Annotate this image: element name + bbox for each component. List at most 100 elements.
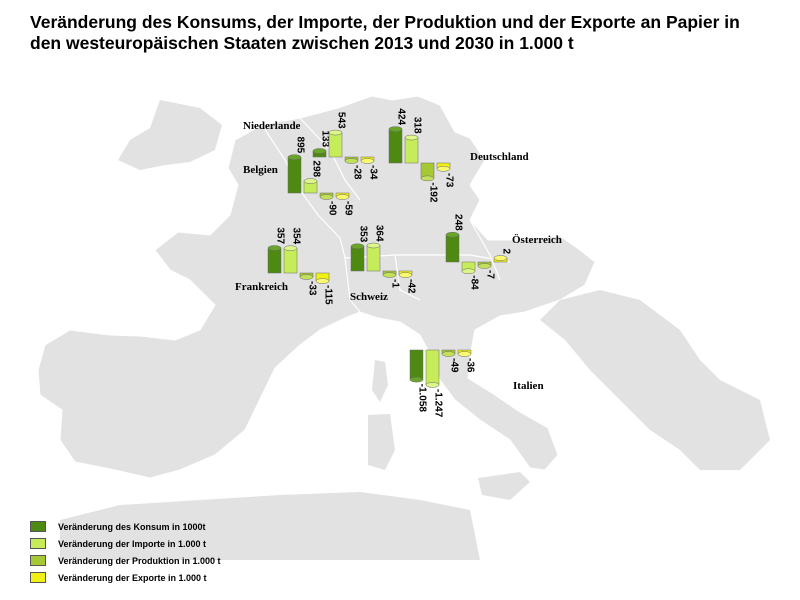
data-label-schweiz-production: -1 (390, 279, 401, 288)
bar-cap-österreich-consumption (445, 231, 460, 238)
country-label-belgien: Belgien (243, 164, 278, 176)
bar-italien-consumption (409, 349, 424, 380)
data-label-deutschland-production: -192 (428, 182, 439, 202)
data-label-österreich-consumption: 248 (453, 214, 464, 231)
bar-cap-frankreich-production (299, 274, 314, 280)
bar-cap-frankreich-exports (315, 278, 330, 284)
legend-label-production: Veränderung der Produktion in 1.000 t (58, 555, 221, 566)
bar-frankreich-imports (283, 247, 298, 274)
bar-cap-schweiz-exports (398, 272, 413, 278)
legend-swatch-imports (30, 538, 46, 549)
bar-cap-deutschland-consumption (388, 126, 403, 132)
data-label-schweiz-exports: -42 (406, 279, 417, 294)
bar-frankreich-consumption (267, 247, 282, 274)
legend: Veränderung des Konsum in 1000t Veränder… (30, 518, 221, 586)
country-borders (261, 117, 511, 313)
legend-item-consumption: Veränderung des Konsum in 1000t (30, 518, 221, 535)
bar-schweiz-consumption (350, 246, 365, 272)
bar-cap-italien-consumption (409, 376, 424, 383)
data-label-österreich-exports: 2 (501, 248, 512, 254)
bar-cap-niederlande-exports (360, 158, 375, 164)
corsica-land (372, 360, 388, 402)
bar-cap-belgien-production (319, 194, 334, 200)
bar-cap-schweiz-consumption (350, 243, 365, 250)
bar-cap-italien-exports (457, 351, 472, 357)
data-label-schweiz-consumption: 353 (358, 226, 369, 243)
bar-cap-italien-imports (425, 382, 440, 388)
data-label-italien-imports: -1.247 (433, 389, 444, 418)
country-label-frankreich: Frankreich (235, 281, 288, 293)
data-label-niederlande-production: -28 (352, 165, 363, 180)
data-label-frankreich-imports: 354 (291, 228, 302, 245)
sardinia-land (368, 414, 395, 470)
bar-cap-österreich-production (477, 263, 492, 269)
data-label-italien-production: -49 (449, 358, 460, 373)
data-label-frankreich-consumption: 357 (275, 227, 286, 244)
bar-group-niederlande: 133 543 -28 -34 Niederlande (243, 112, 379, 180)
legend-swatch-production (30, 555, 46, 566)
legend-label-consumption: Veränderung des Konsum in 1000t (58, 521, 206, 532)
data-label-niederlande-exports: -34 (368, 165, 379, 180)
country-label-österreich: Österreich (512, 233, 562, 246)
bar-schweiz-imports (366, 245, 381, 272)
data-label-niederlande-imports: 543 (336, 112, 347, 129)
bar-cap-schweiz-production (382, 272, 397, 278)
data-label-deutschland-consumption: 424 (396, 108, 407, 125)
bar-group-frankreich: 357 354 -33 -115 Frankreich (235, 227, 334, 305)
balkans-land (540, 290, 770, 470)
bar-groups: 133 543 -28 -34 Niederlande 895 298 -90 -59 Belgi… (235, 108, 562, 417)
data-label-österreich-production: -7 (485, 270, 496, 279)
bar-group-schweiz: 353 364 -1 -42 Schweiz (350, 225, 417, 303)
bar-österreich-consumption (445, 234, 460, 263)
country-label-deutschland: Deutschland (470, 151, 529, 163)
bar-cap-frankreich-imports (283, 245, 298, 251)
bar-belgien-consumption (287, 156, 302, 194)
north-africa-land (60, 492, 480, 560)
data-label-frankreich-production: -33 (307, 281, 318, 296)
bar-group-belgien: 895 298 -90 -59 Belgien (243, 137, 354, 216)
bar-deutschland-consumption (388, 128, 403, 164)
map-land (37, 95, 770, 560)
data-label-belgien-exports: -59 (343, 201, 354, 216)
legend-label-exports: Veränderung der Exporte in 1.000 t (58, 572, 207, 583)
bar-cap-österreich-exports (493, 255, 508, 261)
data-label-belgien-consumption: 895 (295, 137, 306, 154)
legend-swatch-consumption (30, 521, 46, 532)
legend-item-imports: Veränderung der Importe in 1.000 t (30, 535, 221, 552)
bar-niederlande-imports (328, 132, 343, 158)
bar-cap-schweiz-imports (366, 242, 381, 249)
bar-deutschland-imports (404, 137, 419, 164)
data-label-belgien-production: -90 (327, 201, 338, 216)
bar-cap-deutschland-exports (436, 166, 451, 172)
legend-swatch-exports (30, 572, 46, 583)
legend-item-production: Veränderung der Produktion in 1.000 t (30, 552, 221, 569)
bar-cap-österreich-imports (461, 268, 476, 274)
data-label-österreich-imports: -84 (469, 275, 480, 290)
bar-cap-belgien-exports (335, 194, 350, 200)
bar-italien-imports (425, 349, 440, 386)
country-label-niederlande: Niederlande (243, 120, 301, 132)
country-label-schweiz: Schweiz (350, 291, 388, 303)
chart-title: Veränderung des Konsums, der Importe, de… (30, 12, 740, 53)
bar-cap-italien-production (441, 351, 456, 357)
data-label-niederlande-consumption: 133 (320, 130, 331, 147)
bar-cap-niederlande-production (344, 158, 359, 164)
data-label-belgien-imports: 298 (311, 160, 322, 177)
data-label-italien-consumption: -1.058 (417, 384, 428, 413)
sicily-land (478, 472, 530, 500)
data-label-deutschland-exports: -73 (444, 173, 455, 188)
bar-cap-deutschland-production (420, 175, 435, 182)
bar-cap-deutschland-imports (404, 134, 419, 141)
britain-land (118, 100, 222, 170)
bar-cap-niederlande-imports (328, 129, 343, 136)
bar-group-deutschland: 424 318 -192 -73 Deutschland (388, 108, 529, 203)
bar-cap-belgien-imports (303, 178, 318, 184)
data-label-schweiz-imports: 364 (374, 225, 385, 242)
data-label-italien-exports: -36 (465, 358, 476, 373)
country-label-italien: Italien (513, 380, 544, 392)
bar-cap-frankreich-consumption (267, 245, 282, 251)
data-label-deutschland-imports: 318 (412, 117, 423, 134)
legend-label-imports: Veränderung der Importe in 1.000 t (58, 538, 207, 549)
